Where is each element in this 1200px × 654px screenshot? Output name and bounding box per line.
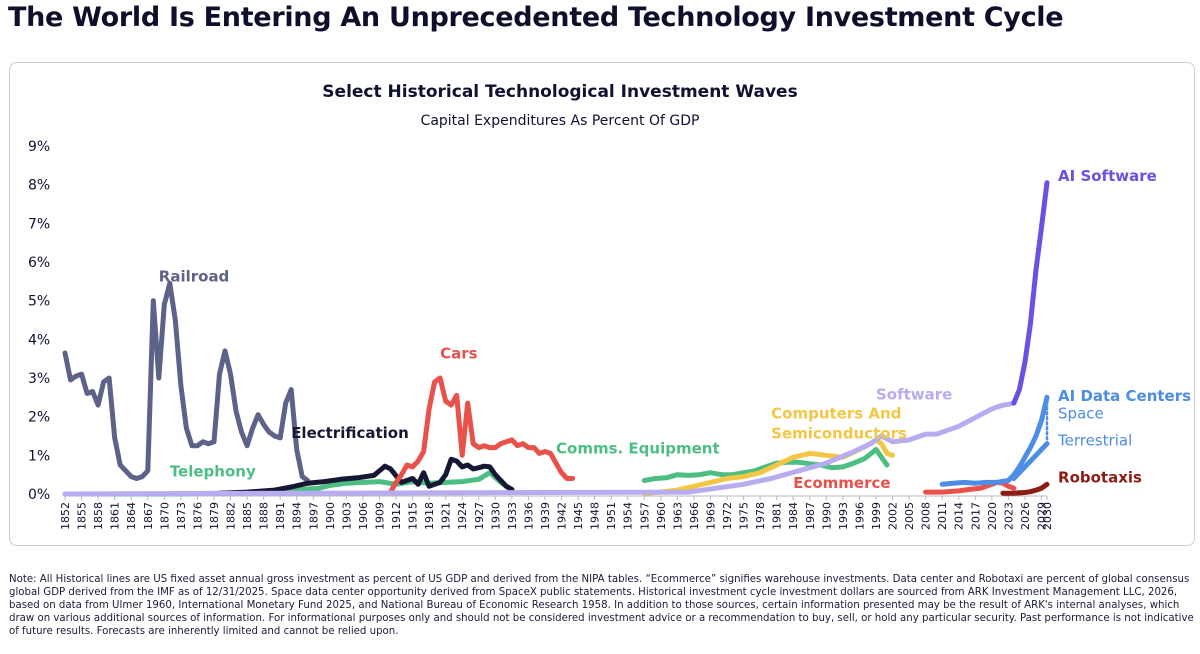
x-tick-label: 2014 [953,502,966,530]
x-tick-label: 1990 [820,502,833,530]
series-line-ai-data-centers [939,394,1050,487]
y-tick-label: 0% [28,487,50,503]
series-label: Telephony [170,463,256,481]
series-label: Electrification [291,424,409,442]
chart-card: Select Historical Technological Investme… [9,62,1195,546]
chart-title: Select Historical Technological Investme… [322,82,797,102]
chart-subtitle: Capital Expenditures As Percent Of GDP [421,113,700,129]
x-tick-label: 1996 [853,502,866,530]
y-tick-label: 4% [28,332,50,348]
x-tick-label: 1987 [804,502,817,530]
x-tick-label: 1993 [837,502,850,530]
series-label: Terrestrial [1057,432,1132,450]
x-tick-label: 1924 [456,502,469,530]
x-tick-label: 1948 [589,502,602,530]
x-tick-label: 2002 [887,502,900,530]
series-line-robotaxis [1000,481,1050,496]
footnote: Note: All Historical lines are US fixed … [9,574,1194,637]
x-tick-label: 1951 [605,502,618,530]
x-tick-label: 2005 [903,502,916,530]
x-tick-label: 1855 [76,502,89,530]
y-tick-label: 8% [28,178,50,194]
x-tick-label: 1891 [274,502,287,530]
x-tick-label: 2030 [1041,502,1054,530]
page-title: The World Is Entering An Unprecedented T… [8,2,1064,33]
x-tick-label: 1957 [638,502,651,530]
x-tick-label: 2023 [1002,502,1015,530]
x-tick-label: 1903 [340,502,353,530]
x-tick-label: 2020 [986,502,999,530]
x-tick-label: 1936 [522,502,535,530]
x-tick-label: 2011 [936,502,949,530]
x-tick-label: 2026 [1019,502,1032,530]
x-tick-label: 1921 [440,502,453,530]
y-tick-label: 5% [28,294,50,310]
x-tick-label: 1879 [208,502,221,530]
y-tick-label: 2% [28,410,50,426]
series-label: Space [1058,405,1104,423]
x-tick-label: 1867 [142,502,155,530]
x-tick-label: 2017 [969,502,982,530]
x-tick-label: 1861 [109,502,122,530]
series-label: Comms. Equipment [556,439,720,457]
x-tick-label: 1966 [688,502,701,530]
y-tick-label: 6% [28,255,50,271]
x-tick-label: 1918 [423,502,436,530]
series-line-terrestrial [1011,441,1050,481]
y-tick-label: 1% [28,448,50,464]
series-line-cars [388,375,576,495]
x-tick-label: 1930 [489,502,502,530]
x-tick-label: 1900 [324,502,337,530]
x-tick-label: 1882 [225,502,238,530]
x-tick-label: 1942 [556,502,569,530]
series-line-software [62,400,1017,497]
x-tick-label: 2008 [920,502,933,530]
x-tick-label: 1876 [191,502,204,530]
x-tick-label: 2029 [1035,502,1048,530]
x-tick-label: 1858 [92,502,105,530]
x-tick-label: 1885 [241,502,254,530]
x-tick-label: 1915 [407,502,420,530]
series-label: Robotaxis [1058,468,1142,486]
series-line-electrification [217,456,515,496]
series-label: Software [876,385,952,403]
x-tick-label: 1960 [655,502,668,530]
x-tick-label: 1906 [357,502,370,530]
x-tick-label: 1912 [390,502,403,530]
series-label: Computers And Semiconductors [771,405,907,443]
x-tick-label: 1870 [158,502,171,530]
series-line-ecommerce [923,479,1017,495]
x-tick-label: 1852 [59,502,72,530]
series-label: Cars [440,345,478,363]
series-line-ai-software [1011,180,1050,406]
y-tick-label: 9% [28,139,50,155]
x-tick-label: 1888 [258,502,271,530]
x-tick-label: 1927 [473,502,486,530]
x-tick-label: 1999 [870,502,883,530]
x-tick-label: 1963 [671,502,684,530]
x-tick-label: 1972 [721,502,734,530]
y-tick-label: 3% [28,371,50,387]
series-label: Ecommerce [793,474,890,492]
x-tick-label: 1864 [125,502,138,530]
x-tick-label: 1981 [771,502,784,530]
x-tick-label: 1978 [754,502,767,530]
x-tick-label: 1897 [307,502,320,530]
x-tick-label: 1954 [622,502,635,530]
y-tick-label: 7% [28,216,50,232]
x-tick-label: 1894 [291,502,304,530]
x-tick-label: 1933 [506,502,519,530]
line-chart: Select Historical Technological Investme… [28,82,1191,530]
x-tick-label: 1969 [704,502,717,530]
x-tick-label: 1945 [572,502,585,530]
series-label: AI Data Centers [1058,387,1191,405]
series-label: Railroad [159,267,230,285]
series-label: AI Software [1058,167,1157,185]
x-tick-label: 1939 [539,502,552,530]
series-line-railroad [62,280,311,483]
x-tick-label: 1909 [373,502,386,530]
x-tick-label: 1873 [175,502,188,530]
x-tick-label: 1984 [787,502,800,530]
x-tick-label: 1975 [738,502,751,530]
